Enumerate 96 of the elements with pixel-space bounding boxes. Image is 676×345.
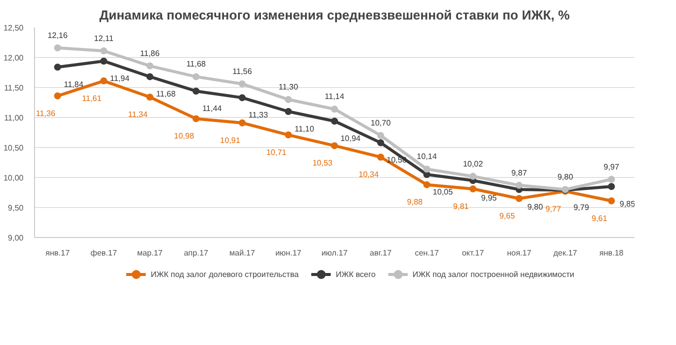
data-label: 12,11 — [94, 34, 114, 43]
data-label: 11,34 — [128, 110, 148, 120]
y-tick-label: 12,00 — [3, 54, 24, 62]
legend-label: ИЖК под залог долевого строительства — [150, 270, 299, 278]
data-label: 11,44 — [202, 104, 222, 114]
x-tick-label: апр.17 — [184, 248, 209, 258]
point — [100, 58, 108, 65]
data-label: 11,86 — [140, 48, 160, 58]
data-label: 11,30 — [278, 82, 299, 92]
point — [608, 197, 615, 204]
y-tick-label: 12,50 — [3, 24, 24, 32]
point — [284, 131, 292, 138]
data-label: 12,16 — [48, 30, 68, 40]
point — [608, 183, 615, 190]
data-label: 11,10 — [294, 124, 315, 134]
point — [516, 182, 523, 189]
y-tick-label: 10,50 — [3, 144, 24, 152]
data-label: 9,97 — [604, 162, 620, 172]
data-label: 10,02 — [462, 159, 484, 168]
data-label: 11,84 — [64, 80, 84, 90]
x-tick-label: янв.18 — [599, 248, 624, 258]
x-tick-label: окт.17 — [462, 248, 484, 258]
data-label: 9,85 — [620, 200, 636, 208]
x-tick-label: дек.17 — [553, 248, 578, 258]
x-tick-label: янв.17 — [46, 248, 70, 258]
point — [377, 132, 384, 139]
point — [238, 94, 246, 102]
data-label: 9,88 — [407, 198, 424, 207]
point — [54, 92, 62, 100]
y-tick-label: 9,50 — [8, 204, 24, 212]
chart-title: Динамика помесячного изменения средневзвешенной ставки по ИЖК, % — [99, 8, 570, 22]
data-label: 11,68 — [156, 90, 176, 99]
x-tick-label: июл.17 — [321, 248, 348, 258]
legend-label: ИЖК всего — [336, 270, 376, 278]
data-label: 11,61 — [82, 94, 102, 103]
point — [608, 176, 615, 183]
point — [377, 154, 384, 161]
y-tick-label: 9,00 — [8, 234, 24, 242]
point — [516, 195, 523, 202]
point — [331, 118, 338, 125]
point — [146, 62, 154, 70]
data-label: 11,94 — [110, 74, 130, 84]
y-tick-label: 10,00 — [3, 174, 24, 182]
y-tick-label: 11,00 — [4, 114, 24, 122]
point — [192, 115, 200, 122]
data-label: 9,80 — [557, 172, 574, 182]
data-label: 10,53 — [312, 158, 334, 168]
point — [284, 96, 292, 103]
legend-label: ИЖК под залог построенной недвижимости — [412, 270, 574, 278]
data-label: 9,95 — [481, 194, 498, 202]
point — [331, 142, 338, 150]
data-label: 10,70 — [370, 118, 392, 128]
data-label: 11,33 — [248, 110, 268, 120]
data-label: 11,14 — [324, 92, 345, 102]
point — [284, 108, 292, 115]
data-label: 10,91 — [220, 136, 241, 145]
x-tick-label: ноя.17 — [506, 248, 532, 258]
data-label: 10,14 — [416, 152, 438, 162]
data-label: 11,56 — [232, 66, 252, 76]
data-label: 10,98 — [174, 132, 195, 141]
data-label: 9,65 — [499, 212, 516, 220]
point — [192, 73, 200, 80]
data-label: 11,68 — [186, 60, 206, 69]
point — [238, 80, 246, 88]
data-label: 10,34 — [358, 170, 380, 180]
point — [192, 88, 200, 95]
point — [377, 139, 384, 146]
data-label: 9,80 — [527, 202, 544, 212]
point — [423, 181, 430, 188]
point — [100, 77, 108, 84]
point — [423, 166, 430, 173]
data-label: 10,71 — [266, 148, 287, 157]
point — [146, 94, 154, 101]
data-label: 9,87 — [511, 168, 528, 178]
data-label: 9,81 — [453, 202, 470, 211]
point — [54, 44, 62, 52]
point — [146, 73, 154, 80]
x-tick-label: авг.17 — [370, 248, 392, 258]
point — [238, 119, 246, 126]
point — [331, 106, 338, 113]
data-label: 9,61 — [592, 214, 608, 223]
x-tick-label: июн.17 — [275, 248, 302, 258]
data-label: 9,79 — [573, 203, 590, 212]
point — [100, 47, 108, 54]
x-tick-label: фев.17 — [90, 248, 118, 258]
point — [54, 64, 62, 71]
x-tick-label: сен.17 — [414, 248, 440, 258]
y-tick-label: 11,50 — [4, 84, 24, 92]
point — [469, 172, 476, 180]
data-label: 10,94 — [340, 134, 362, 144]
data-label: 9,77 — [545, 204, 562, 214]
x-tick-label: мар.17 — [137, 248, 164, 258]
data-label: 10,05 — [432, 188, 454, 196]
point — [469, 185, 476, 192]
data-label: 11,36 — [36, 108, 56, 118]
x-tick-label: май.17 — [229, 248, 256, 258]
